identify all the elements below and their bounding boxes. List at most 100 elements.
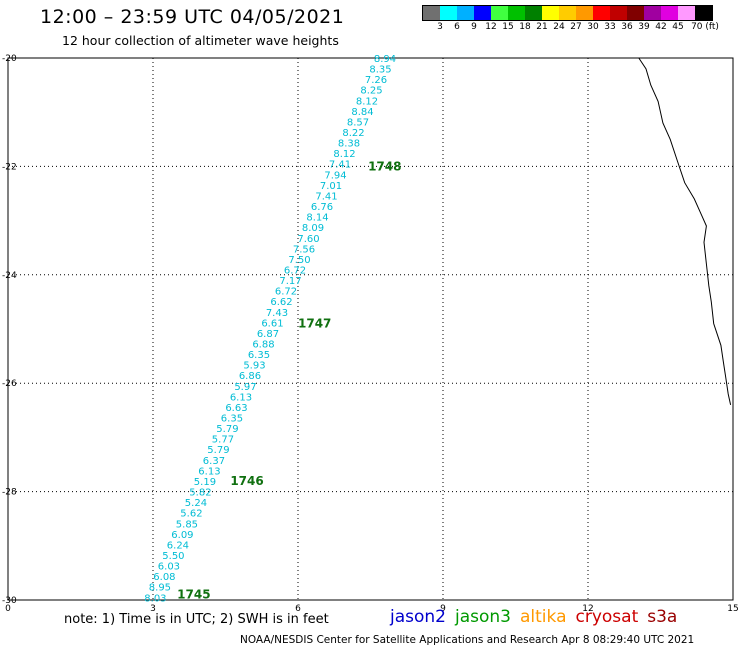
swh-track: 8.948.357.268.258.128.848.578.228.388.12… <box>144 54 396 604</box>
mission-s3a: s3a <box>647 607 678 627</box>
mission-jason2: jason2 <box>390 607 446 627</box>
latitude-label: -26 <box>2 379 17 389</box>
pass-time-label: 1745 <box>177 588 210 602</box>
swh-value: 8.14 <box>306 213 328 224</box>
swh-value: 7.41 <box>329 160 351 171</box>
swh-value: 8.09 <box>302 223 324 234</box>
latitude-label: -24 <box>2 271 17 281</box>
axis-labels: -20 -22 -24 -26 -28 -300 3 6 9 12 15 <box>2 54 739 614</box>
pass-time-label: 1746 <box>230 474 263 488</box>
swh-value: 8.95 <box>149 583 171 594</box>
colorbar-swatch <box>508 6 525 20</box>
colorbar-swatch <box>627 6 644 20</box>
colorbar-label: 6 <box>454 22 460 32</box>
swh-value: 5.82 <box>189 488 211 499</box>
colorbar-label: 30 <box>587 22 599 32</box>
colorbar-label: 39 <box>638 22 650 32</box>
swh-value: 6.09 <box>171 530 193 541</box>
latitude-label: -22 <box>2 162 17 172</box>
colorbar-label: 33 <box>604 22 616 32</box>
swh-value: 6.35 <box>248 350 270 361</box>
colorbar-label: 27 <box>570 22 582 32</box>
swh-value: 5.24 <box>185 498 207 509</box>
swh-value: 5.62 <box>180 509 202 520</box>
swh-value: 7.56 <box>293 244 315 255</box>
pass-time-label: 1747 <box>298 317 331 331</box>
map-title: 12:00 – 23:59 UTC 04/05/2021 <box>40 6 345 28</box>
mission-cryosat: cryosat <box>575 607 639 627</box>
colorbar-swatch <box>542 6 559 20</box>
colorbar-swatch <box>457 6 474 20</box>
mission-altika: altika <box>520 607 567 627</box>
swh-value: 7.41 <box>315 191 337 202</box>
swh-value: 6.76 <box>311 202 333 213</box>
swh-value: 6.62 <box>270 297 292 308</box>
map-frame <box>7 57 734 601</box>
swh-value: 5.77 <box>212 435 234 446</box>
map-grid <box>7 57 734 601</box>
swh-value: 6.03 <box>158 562 180 573</box>
latitude-label: -28 <box>2 488 17 498</box>
pass-time-label: 1748 <box>368 159 401 173</box>
map-subtitle: 12 hour collection of altimeter wave hei… <box>62 33 339 48</box>
swh-value: 7.17 <box>279 276 301 287</box>
swh-value: 8.25 <box>360 86 382 97</box>
colorbar-label: 9 <box>471 22 477 32</box>
colorbar-label: 18 <box>519 22 531 32</box>
swh-value: 5.79 <box>207 445 229 456</box>
swh-value: 5.85 <box>176 519 198 530</box>
swh-value: 8.12 <box>333 149 355 160</box>
colorbar-label: 70 (ft) <box>691 22 719 32</box>
swh-value: 6.63 <box>225 403 247 414</box>
swh-value: 6.35 <box>221 414 243 425</box>
swh-value: 6.24 <box>167 540 189 551</box>
colorbar-label: 36 <box>621 22 633 32</box>
colorbar-label: 12 <box>485 22 497 32</box>
colorbar-swatch <box>491 6 508 20</box>
colorbar-swatch <box>695 6 712 20</box>
longitude-label: 12 <box>582 604 593 614</box>
colorbar-label: 15 <box>502 22 514 32</box>
longitude-label: 15 <box>727 604 738 614</box>
latitude-label: -30 <box>2 596 17 606</box>
colorbar-swatch <box>559 6 576 20</box>
swh-value: 6.37 <box>203 456 225 467</box>
longitude-label: 0 <box>5 604 11 614</box>
swh-value: 5.79 <box>216 424 238 435</box>
swh-value: 8.94 <box>374 54 396 65</box>
colorbar-label: 21 <box>536 22 548 32</box>
swh-value: 8.22 <box>342 128 364 139</box>
colorbar-swatch <box>678 6 695 20</box>
time-labels: 1748 1747 1746 1745 <box>177 159 401 601</box>
swh-value: 8.35 <box>369 65 391 76</box>
colorbar-swatch <box>661 6 678 20</box>
swh-value: 6.08 <box>153 572 175 583</box>
swh-value: 6.61 <box>261 318 283 329</box>
swh-value: 6.13 <box>198 466 220 477</box>
swh-value: 6.88 <box>252 340 274 351</box>
longitude-label: 3 <box>150 604 156 614</box>
credit-line: NOAA/NESDIS Center for Satellite Applica… <box>240 634 695 646</box>
colorbar-swatch <box>525 6 542 20</box>
swh-value: 5.19 <box>194 477 216 488</box>
swh-value: 7.01 <box>320 181 342 192</box>
swh-value: 7.94 <box>324 170 346 181</box>
colorbar-swatch <box>644 6 661 20</box>
latitude-label: -20 <box>2 54 17 64</box>
swh-value: 7.50 <box>288 255 310 266</box>
swh-value: 5.50 <box>162 551 184 562</box>
coastline <box>638 57 732 406</box>
swh-value: 6.87 <box>257 329 279 340</box>
swh-value: 6.72 <box>275 287 297 298</box>
colorbar-swatch <box>593 6 610 20</box>
mission-jason3: jason3 <box>455 607 511 627</box>
colorbar-swatch <box>576 6 593 20</box>
swh-value: 8.84 <box>351 107 373 118</box>
colorbar-label: 42 <box>655 22 667 32</box>
swh-value: 8.38 <box>338 139 360 150</box>
colorbar-label: 3 <box>437 22 443 32</box>
swh-value: 7.60 <box>297 234 319 245</box>
swh-value: 8.57 <box>347 117 369 128</box>
swh-value: 5.97 <box>234 382 256 393</box>
